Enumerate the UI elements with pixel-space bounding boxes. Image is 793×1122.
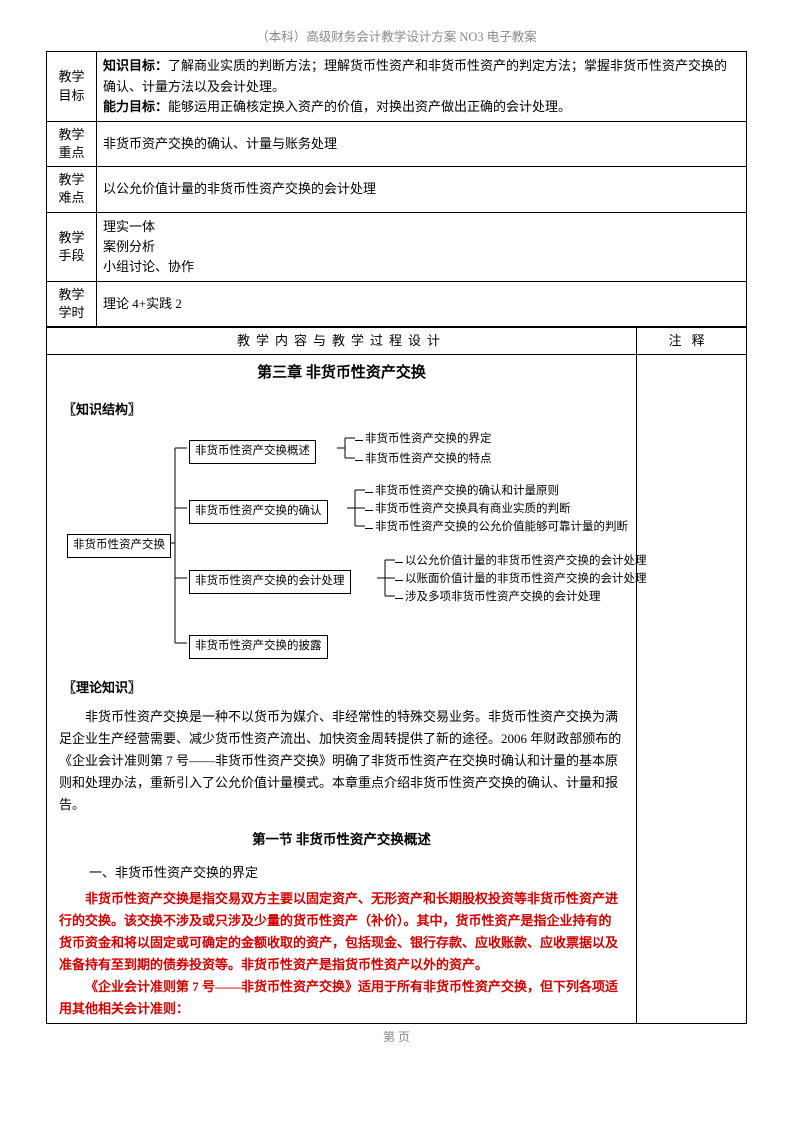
diagram-n2c: 非货币性资产交换的公允价值能够可靠计量的判断 [375,519,628,537]
page-header: （本科）高级财务会计教学设计方案 NO3 电子教案 [46,28,747,47]
diagram-n2b: 非货币性资产交换具有商业实质的判断 [375,501,571,519]
diagram-n3a: 以公允价值计量的非货币性资产交换的会计处理 [405,553,647,571]
content-header: 教学内容与教学过程设计 [47,328,637,355]
diagram-n1a: 非货币性资产交换的界定 [365,431,492,449]
diagram-n1: 非货币性资产交换概述 [189,440,316,464]
notes-body [637,355,747,1024]
content-table: 教学内容与教学过程设计 注释 第三章 非货币性资产交换 〖知识结构〗 [46,327,747,1024]
content-body: 第三章 非货币性资产交换 〖知识结构〗 非货币性资产交换 [47,355,637,1024]
meta-table: 教学 目标 知识目标：了解商业实质的判断方法；理解货币性资产和非货币性资产的判定… [46,51,747,327]
diagram-n3b: 以账面价值计量的非货币性资产交换的会计处理 [405,571,647,589]
goal-label: 教学 目标 [47,52,97,121]
section1-title: 第一节 非货币性资产交换概述 [53,830,630,851]
diagram-n2: 非货币性资产交换的确认 [189,500,328,524]
notes-header: 注释 [637,328,747,355]
diagram-n3: 非货币性资产交换的会计处理 [189,570,351,594]
knowledge-diagram: 非货币性资产交换 非货币性资产交换概述 非货币性资产交换的界定 非货币性资产交换… [67,428,627,668]
diagram-root: 非货币性资产交换 [67,534,171,558]
diagram-n2a: 非货币性资产交换的确认和计量原则 [375,483,559,501]
focus-label: 教学 重点 [47,121,97,166]
hard-text: 以公允价值计量的非货币性资产交换的会计处理 [97,167,747,212]
hours-text: 理论 4+实践 2 [97,281,747,326]
diagram-n1b: 非货币性资产交换的特点 [365,451,492,469]
red-para-2: 《企业会计准则第 7 号——非货币性资产交换》适用于所有非货币性资产交换，但下列… [59,976,624,1020]
knowledge-structure-label: 〖知识结构〗 [63,400,630,420]
chapter-title: 第三章 非货币性资产交换 [53,362,630,385]
method-text: 理实一体 案例分析 小组讨论、协作 [97,212,747,281]
theory-paragraph: 非货币性资产交换是一种不以货币为媒介、非经常性的特殊交易业务。非货币性资产交换为… [59,706,624,816]
theory-label: 〖理论知识〗 [63,678,630,698]
hours-label: 教学 学时 [47,281,97,326]
red-para-1: 非货币性资产交换是指交易双方主要以固定资产、无形资产和长期股权投资等非货币性资产… [59,888,624,976]
hard-label: 教学 难点 [47,167,97,212]
method-label: 教学 手段 [47,212,97,281]
focus-text: 非货币资产交换的确认、计量与账务处理 [97,121,747,166]
sub1: 一、非货币性资产交换的界定 [63,863,630,883]
page-footer: 第 页 [46,1028,747,1047]
diagram-n3c: 涉及多项非货币性资产交换的会计处理 [405,589,601,607]
goal-text: 知识目标：了解商业实质的判断方法；理解货币性资产和非货币性资产的判定方法；掌握非… [97,52,747,121]
diagram-n4: 非货币性资产交换的披露 [189,635,328,659]
